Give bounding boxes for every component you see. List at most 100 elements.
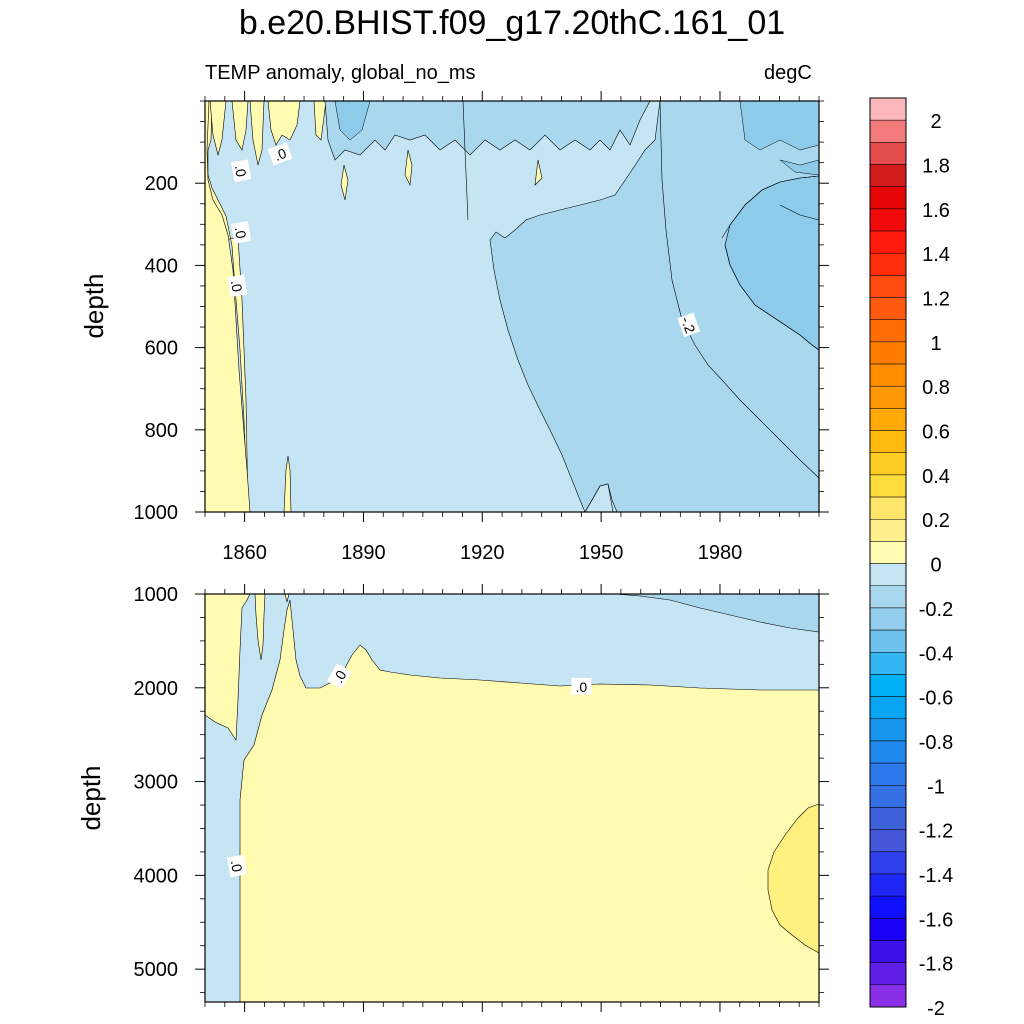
upper-contour-label: .0 — [231, 221, 252, 244]
colorbar-box — [869, 363, 907, 387]
upper-contour-label-text: .0 — [272, 145, 289, 164]
lower-plot-frame — [204, 593, 820, 1003]
upper-y-tick-label: 600 — [145, 338, 178, 360]
lower-shade-pos-2-4 — [767, 803, 820, 954]
lower-contour-label-text: .0 — [228, 859, 246, 873]
upper-shade-neg-2-4-surface — [324, 100, 651, 161]
upper-contour-label-bg — [677, 312, 701, 338]
upper-x-tick-label: 1860 — [222, 542, 267, 564]
lower-y-axis-label: depth — [76, 765, 106, 830]
colorbar-box — [869, 629, 907, 653]
upper-y-tick-label: 400 — [145, 255, 178, 277]
colorbar-label: 1.8 — [922, 156, 950, 178]
lower-y-tick-label: 2000 — [134, 678, 179, 700]
upper-contour-lines — [462, 100, 820, 513]
colorbar-box — [869, 807, 907, 830]
colorbar-box — [869, 119, 907, 143]
colorbar-box — [869, 873, 907, 897]
colorbar-box — [869, 252, 907, 276]
colorbar-box — [869, 430, 907, 453]
upper-x-tick-label: 1920 — [460, 542, 505, 564]
colorbar-label: 0.6 — [922, 422, 950, 444]
left-subtitle: TEMP anomaly, global_no_ms — [205, 62, 476, 84]
lower-contour-label-bg — [227, 854, 248, 878]
upper-surface-dark-blobs — [334, 100, 820, 176]
lower-y-tick-label: 4000 — [134, 865, 179, 887]
colorbar-box — [869, 895, 907, 919]
lower-contour-label-text: .0 — [575, 679, 587, 695]
lower-shade-pos-left-narrow — [254, 593, 266, 661]
lower-shade-pos-left-strip — [204, 593, 251, 741]
colorbar-box — [869, 186, 907, 210]
colorbar-label: 1.4 — [922, 244, 950, 266]
colorbar-label: -2 — [927, 998, 945, 1020]
lower-contour-label: .0 — [326, 663, 352, 690]
colorbar-box — [869, 319, 907, 343]
colorbar-box — [869, 696, 907, 720]
colorbar-label: -1.2 — [919, 821, 953, 843]
lower-contour-label-bg — [326, 663, 352, 690]
colorbar-box — [869, 918, 907, 941]
colorbar-box — [869, 208, 907, 232]
colorbar-box — [869, 142, 907, 165]
colorbar-label: -1.6 — [919, 909, 953, 931]
colorbar-box — [869, 585, 907, 609]
upper-y-tick-label: 200 — [145, 173, 178, 195]
upper-contour-label-text: .0 — [232, 225, 250, 239]
colorbar-box — [869, 408, 907, 431]
upper-x-tick-label: 1950 — [579, 542, 624, 564]
colorbar-box — [869, 230, 907, 254]
colorbar-box — [869, 563, 907, 587]
upper-contour-label-bg — [231, 221, 252, 244]
upper-contour-label: .0 — [231, 159, 252, 183]
upper-x-tick-label: 1980 — [698, 542, 743, 564]
colorbar-label: 1.6 — [922, 200, 950, 222]
upper-shade-pos-left2 — [204, 100, 251, 513]
colorbar-box — [869, 740, 907, 764]
colorbar-label: -1 — [927, 776, 945, 798]
upper-panel: .0 .0 .0 .0 -.2 1860 1890 1920 1950 1980 200 400 60… — [79, 91, 829, 564]
colorbar-box — [869, 496, 907, 520]
upper-contour-label-text: -.2 — [678, 315, 699, 336]
upper-y-axis-label: depth — [79, 273, 109, 338]
colorbar-box — [869, 785, 907, 808]
colorbar-box — [869, 541, 907, 564]
plot-title: b.e20.BHIST.f09_g17.20thC.161_01 — [238, 4, 786, 42]
colorbar-box — [869, 718, 907, 742]
colorbar-box — [869, 984, 907, 1008]
colorbar-box — [869, 829, 907, 853]
upper-contour-label-text: .0 — [232, 164, 250, 178]
upper-x-tick-label: 1890 — [341, 542, 386, 564]
colorbar-label: -0.2 — [919, 599, 953, 621]
colorbar-label: 2 — [930, 111, 941, 133]
upper-y-tick-label: 1000 — [134, 502, 179, 524]
upper-contour-label: .0 — [227, 274, 248, 298]
colorbar-box — [869, 518, 907, 542]
colorbar-frame — [869, 97, 907, 1008]
colorbar-box — [869, 97, 907, 121]
upper-contour-label-bg — [267, 142, 293, 166]
colorbar-box — [869, 341, 907, 365]
colorbar-box — [869, 940, 907, 963]
lower-y-tick-label: 1000 — [134, 584, 179, 606]
colorbar-box — [869, 385, 907, 409]
lower-panel: .0 .0 .0 1000 2000 3000 4000 5000 depth — [76, 584, 829, 1012]
upper-contour-label: -.2 — [677, 312, 701, 338]
colorbar-box — [869, 474, 907, 498]
colorbar-box — [869, 674, 907, 697]
upper-contour-label-bg — [231, 159, 252, 183]
colorbar-label: 0.8 — [922, 377, 950, 399]
lower-y-tick-label: 3000 — [134, 772, 179, 794]
colorbar-box — [869, 297, 907, 320]
upper-contour-labels: .0 .0 .0 .0 -.2 — [227, 142, 701, 338]
colorbar-label: 1 — [930, 333, 941, 355]
colorbar-box — [869, 762, 907, 786]
lower-contour-label: .0 — [227, 854, 248, 878]
colorbar-box — [869, 652, 907, 675]
colorbar-label: 0.4 — [922, 466, 950, 488]
colorbar: 2 1.8 1.6 1.4 1.2 1 0.8 0.6 0.4 0.2 0 -0.2 -0.4 -0.6 -… — [869, 97, 953, 1020]
upper-axes: 1860 1890 1920 1950 1980 200 400 600 800 1000 — [134, 91, 829, 564]
colorbar-box — [869, 851, 907, 875]
colorbar-box — [869, 962, 907, 986]
